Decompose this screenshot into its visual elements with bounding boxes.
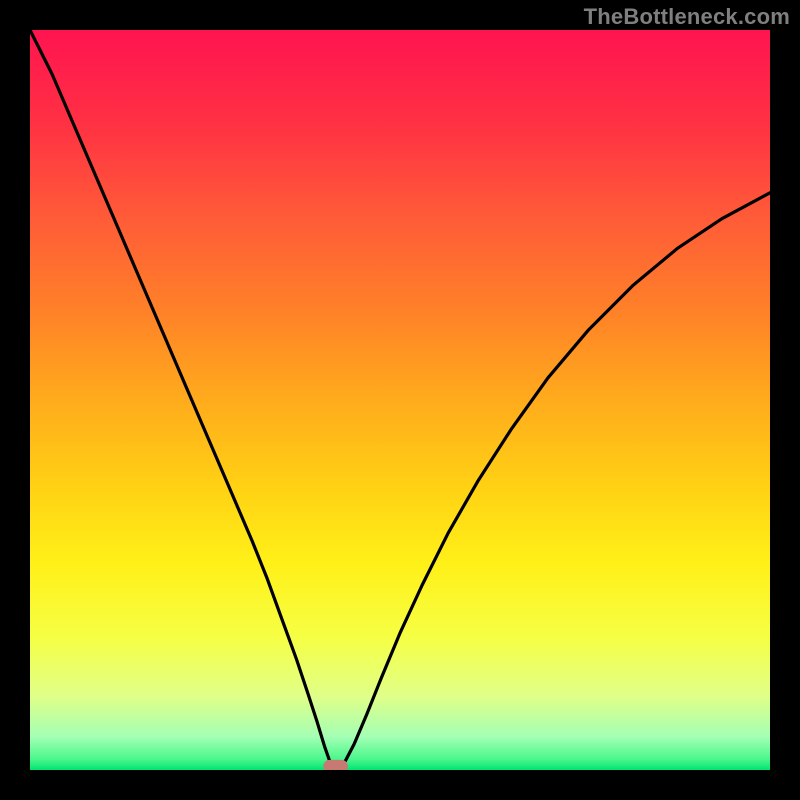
watermark-text: TheBottleneck.com	[584, 4, 790, 30]
plot-gradient-background	[30, 30, 770, 770]
chart-canvas: TheBottleneck.com	[0, 0, 800, 800]
bottleneck-chart-svg	[0, 0, 800, 800]
